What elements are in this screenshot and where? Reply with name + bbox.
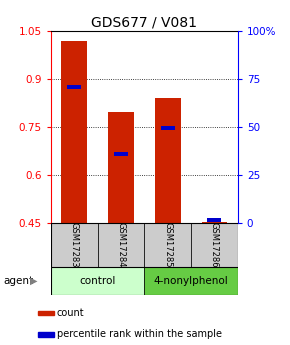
Text: GSM17283: GSM17283: [70, 222, 79, 268]
Bar: [61, 41, 87, 223]
Text: percentile rank within the sample: percentile rank within the sample: [57, 329, 222, 339]
Bar: [207, 218, 222, 222]
Bar: [38, 333, 54, 337]
Bar: [67, 85, 81, 89]
Text: control: control: [79, 276, 116, 286]
Bar: [144, 267, 238, 295]
Bar: [51, 223, 97, 267]
Bar: [51, 267, 144, 295]
Bar: [38, 310, 54, 315]
Text: count: count: [57, 308, 84, 318]
Bar: [97, 223, 144, 267]
Bar: [114, 152, 128, 156]
Bar: [202, 222, 227, 223]
Bar: [191, 223, 238, 267]
Text: GSM17284: GSM17284: [116, 222, 125, 268]
Text: GSM17285: GSM17285: [163, 222, 172, 268]
Bar: [144, 223, 191, 267]
Text: agent: agent: [3, 276, 33, 286]
Bar: [108, 112, 134, 223]
Bar: [155, 98, 180, 223]
Text: GSM17286: GSM17286: [210, 222, 219, 268]
Title: GDS677 / V081: GDS677 / V081: [91, 16, 197, 30]
Bar: [161, 127, 175, 130]
Text: ▶: ▶: [30, 276, 37, 286]
Text: 4-nonylphenol: 4-nonylphenol: [154, 276, 229, 286]
